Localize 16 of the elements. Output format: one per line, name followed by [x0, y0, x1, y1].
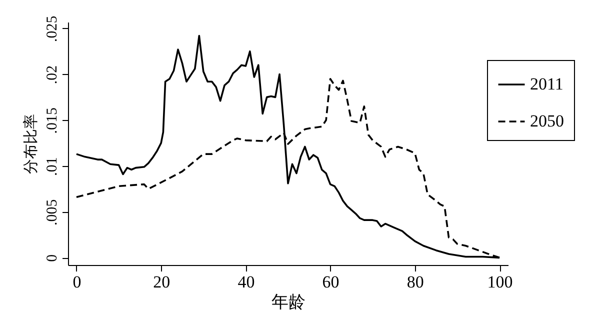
x-tick-label: 80 [406, 272, 424, 292]
y-tick-label: 0 [44, 254, 60, 262]
y-tick-label: .025 [44, 16, 60, 42]
y-tick-label: .02 [44, 65, 60, 84]
legend-label: 2011 [530, 74, 564, 94]
legend-label: 2050 [530, 112, 564, 130]
x-tick-label: 60 [322, 272, 340, 292]
y-axis-title: 分布比率 [22, 114, 40, 174]
x-axis-title: 年龄 [272, 292, 306, 312]
y-tick-label: .005 [44, 199, 60, 226]
x-tick-label: 40 [238, 272, 255, 292]
x-tick-label: 20 [153, 272, 170, 292]
x-tick-label: 100 [487, 272, 513, 292]
x-tick-label: 0 [72, 272, 82, 292]
y-tick-label: .015 [44, 107, 60, 134]
y-tick-label: .01 [44, 157, 60, 176]
